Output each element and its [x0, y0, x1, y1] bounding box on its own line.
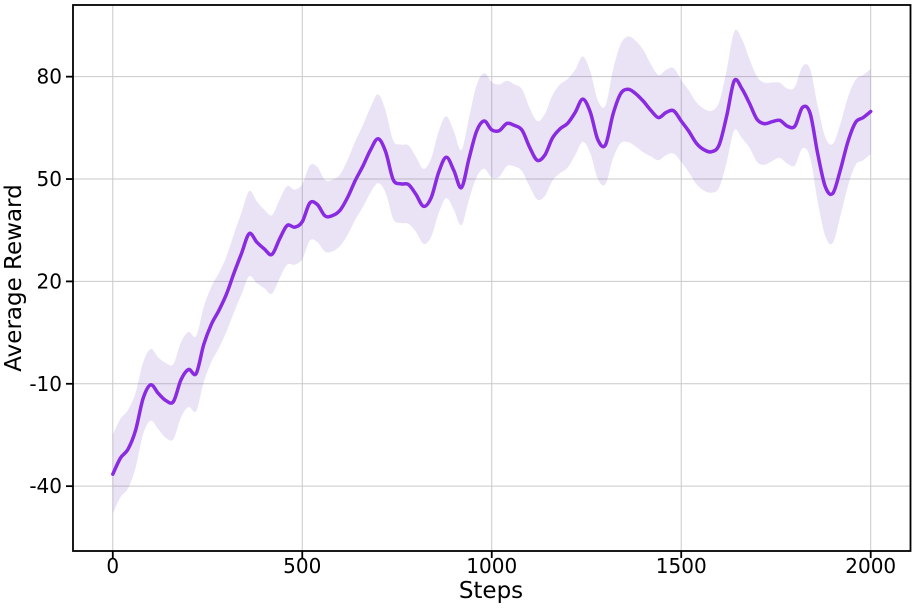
x-tick-label: 0 [106, 554, 119, 578]
confidence-band-area [112, 29, 871, 514]
y-tick-label: 80 [37, 65, 62, 89]
axis-ticks [66, 75, 872, 558]
axis-tick-labels: 0 500 1000 1500 2000 -40 -10 20 50 80 [29, 65, 896, 578]
x-tick-label: 1500 [656, 554, 707, 578]
y-tick-label: 50 [37, 167, 62, 191]
average-reward-line [111, 77, 873, 476]
x-tick-label: 500 [283, 554, 321, 578]
confidence-band [112, 29, 871, 514]
grid [73, 5, 911, 551]
series-line [111, 77, 873, 476]
y-tick-label: -10 [29, 372, 62, 396]
x-axis-label: Steps [459, 578, 523, 604]
x-tick-label: 1000 [466, 554, 517, 578]
x-tick-label: 2000 [845, 554, 896, 578]
y-axis-label: Average Reward [1, 184, 27, 371]
y-tick-label: 20 [37, 269, 62, 293]
y-tick-label: -40 [29, 474, 62, 498]
